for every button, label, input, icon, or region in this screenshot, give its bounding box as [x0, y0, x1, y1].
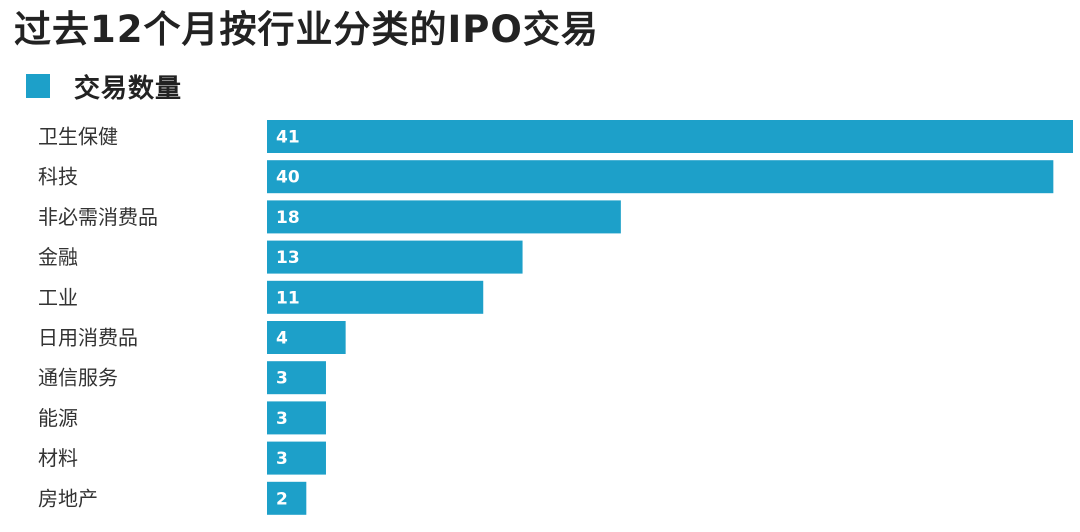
bar — [267, 280, 484, 314]
category-label: 工业 — [38, 285, 78, 309]
category-label: 非必需消费品 — [38, 205, 158, 229]
bar — [267, 200, 621, 234]
legend: 交易数量 — [26, 68, 182, 104]
category-label: 房地产 — [38, 486, 98, 510]
bar — [267, 120, 1073, 153]
bar-value-label: 3 — [276, 449, 288, 469]
bar-value-label: 13 — [276, 248, 300, 268]
bar — [267, 441, 326, 475]
bar — [267, 481, 307, 515]
category-label: 卫生保健 — [38, 125, 118, 149]
bar — [267, 240, 523, 274]
bar-value-label: 40 — [276, 168, 300, 188]
bar — [267, 321, 346, 354]
category-label: 日用消费品 — [38, 326, 138, 350]
legend-swatch — [26, 74, 50, 98]
chart-title: 过去12个月按行业分类的IPO交易 — [14, 8, 599, 51]
bar-value-label: 11 — [276, 288, 300, 308]
category-label: 通信服务 — [38, 366, 118, 390]
bar — [267, 361, 326, 395]
bar-value-label: 3 — [276, 369, 288, 389]
legend-label: 交易数量 — [74, 73, 183, 104]
bar — [267, 160, 1054, 194]
category-label: 能源 — [38, 406, 78, 430]
bar-value-label: 3 — [276, 409, 288, 429]
bar — [267, 401, 326, 435]
category-label: 科技 — [38, 165, 78, 189]
category-label: 金融 — [38, 245, 78, 269]
bar-value-label: 4 — [276, 329, 288, 349]
bar-value-label: 2 — [276, 489, 288, 509]
category-label: 材料 — [38, 446, 78, 470]
bar-value-label: 41 — [276, 128, 300, 148]
bar-value-label: 18 — [276, 208, 300, 228]
